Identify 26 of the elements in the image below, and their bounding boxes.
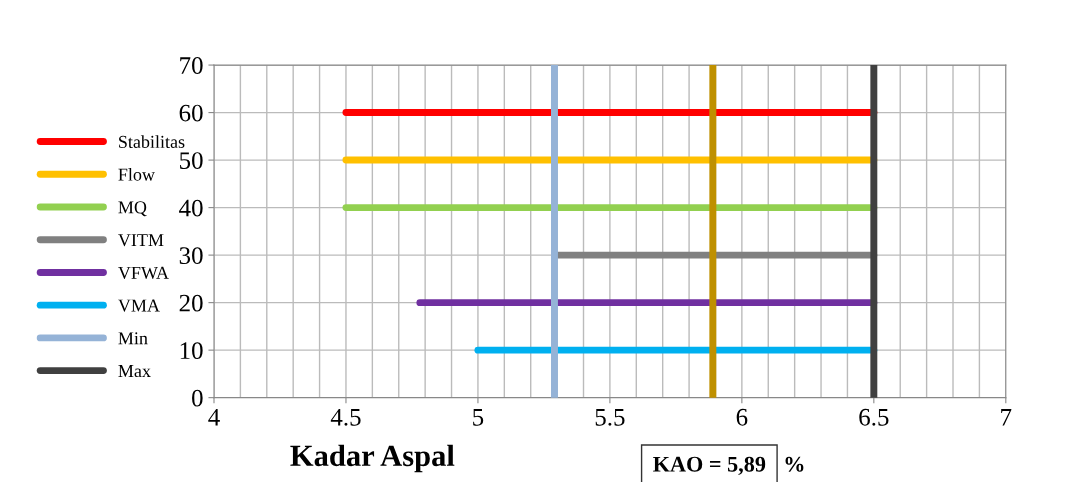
legend-label: VMA [118,299,160,312]
x-tick-label: 5 [473,409,484,426]
legend-label: Max [118,365,151,378]
y-tick-label: 40 [179,199,203,217]
y-tick-label: 30 [179,247,203,265]
x-tick-label: 4 [208,408,220,426]
legend-label: MQ [118,201,147,217]
text: KAO = 5,89 [653,456,766,475]
y-tick-label: 10 [180,342,203,360]
text: % [785,456,804,472]
x-tick-label: 6 [736,408,748,426]
y-tick-label: 0 [192,389,203,407]
x-tick-label: 4.5 [330,408,361,426]
x-tick-label: 7 [1001,409,1012,426]
legend-label: Min [118,332,148,345]
y-tick-label: 50 [180,152,203,170]
x-tick-label: 5.5 [595,409,625,426]
y-tick-label: 70 [180,57,203,74]
legend-label: Flow [118,168,155,181]
y-tick-label: 60 [179,104,203,122]
x-tick-label: 6.5 [859,408,889,426]
legend-label: VFWA [118,266,169,279]
y-tick-label: 20 [179,294,203,312]
legend-label: Stabilitas [119,135,185,148]
x-axis-title: Kadar Aspal [290,444,455,473]
legend-label: VITM [118,234,164,247]
